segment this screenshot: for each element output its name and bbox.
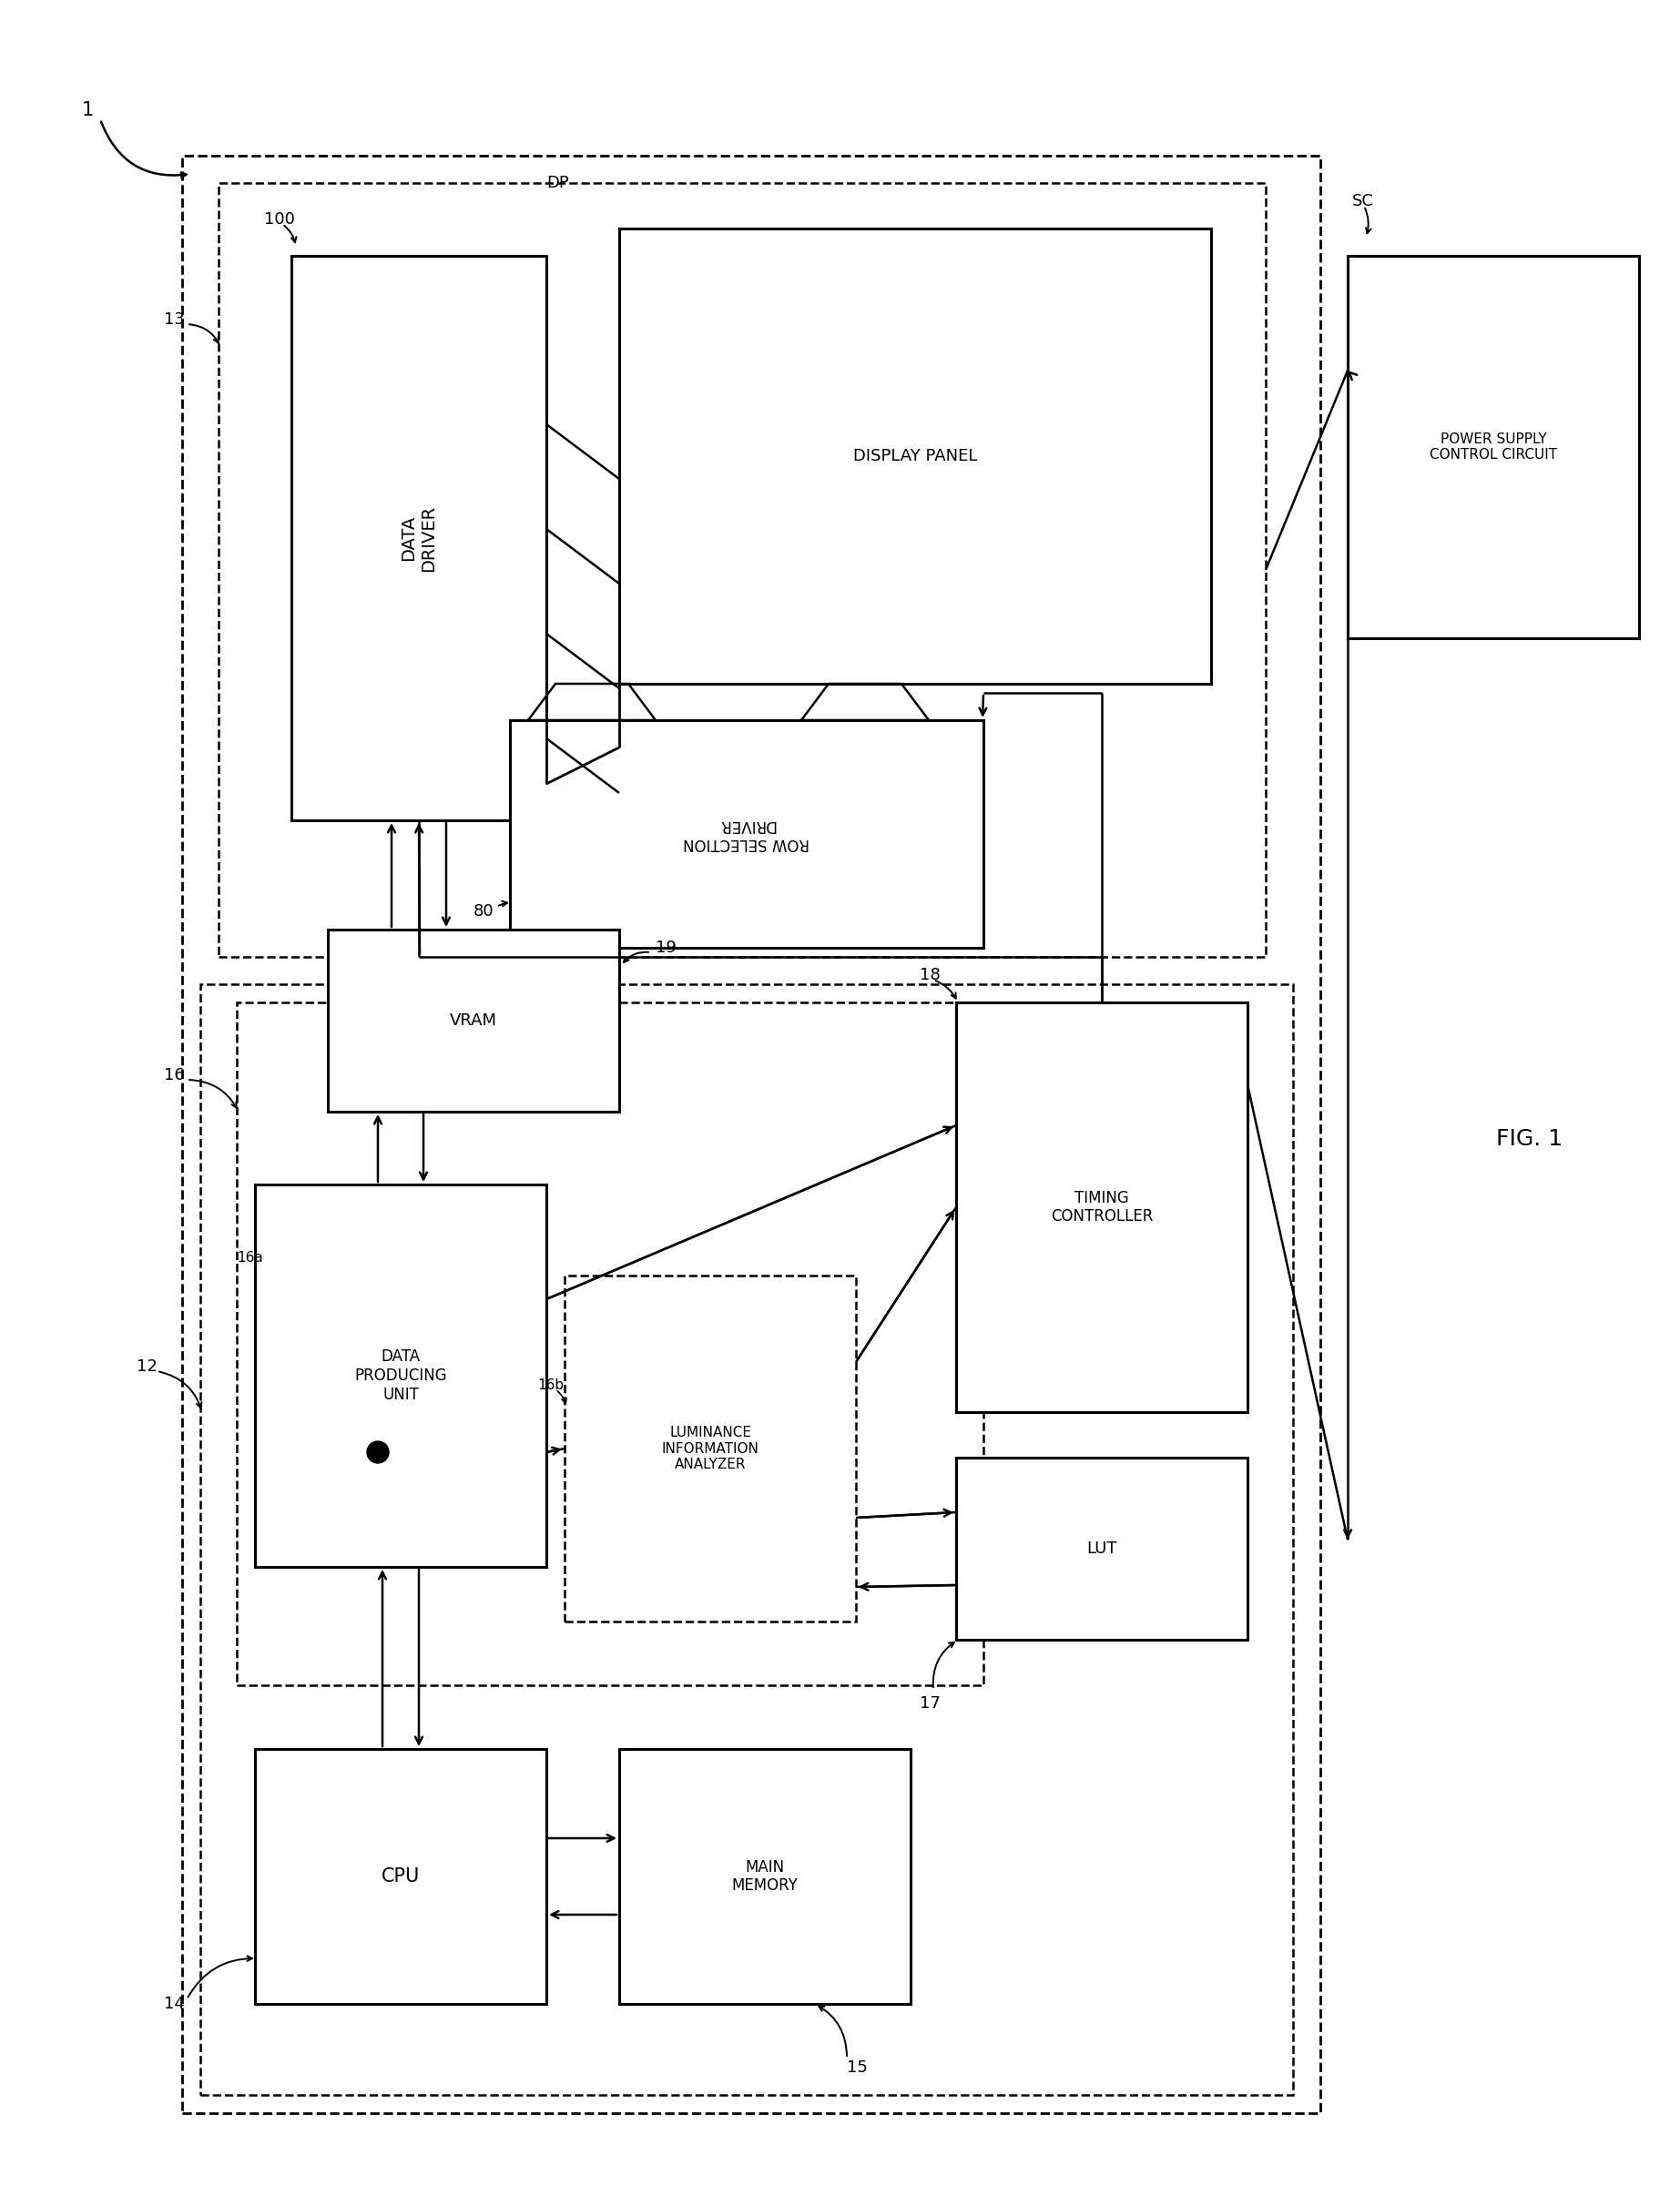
Text: 12: 12 xyxy=(136,1358,158,1375)
Text: 18: 18 xyxy=(919,966,941,984)
Text: LUT: LUT xyxy=(1087,1541,1117,1556)
Text: 15: 15 xyxy=(847,2059,867,2077)
Text: 13: 13 xyxy=(165,310,185,328)
Bar xyxy=(218,184,1265,957)
Bar xyxy=(956,1003,1248,1412)
Text: ROW SELECTION
DRIVER: ROW SELECTION DRIVER xyxy=(684,815,810,853)
Text: 14: 14 xyxy=(165,1996,185,2011)
Bar xyxy=(328,929,620,1113)
Bar xyxy=(564,1277,855,1622)
Text: 19: 19 xyxy=(655,940,677,955)
Text: TIMING
CONTROLLER: TIMING CONTROLLER xyxy=(1050,1189,1152,1224)
Text: 16b: 16b xyxy=(538,1377,564,1392)
Text: 16a: 16a xyxy=(237,1250,264,1264)
Text: VRAM: VRAM xyxy=(450,1012,497,1030)
Bar xyxy=(620,230,1211,684)
Bar xyxy=(237,1003,983,1685)
Text: DATA
PRODUCING
UNIT: DATA PRODUCING UNIT xyxy=(354,1349,447,1403)
Text: DATA
DRIVER: DATA DRIVER xyxy=(400,505,437,571)
Bar xyxy=(1347,256,1640,638)
Bar xyxy=(255,1749,546,2005)
Text: 80: 80 xyxy=(474,903,494,920)
Bar xyxy=(291,256,546,820)
Bar xyxy=(181,155,1320,2114)
Text: 100: 100 xyxy=(264,212,296,227)
Text: DISPLAY PANEL: DISPLAY PANEL xyxy=(853,448,978,463)
Text: 1: 1 xyxy=(82,101,94,120)
Text: CPU: CPU xyxy=(381,1867,420,1887)
Text: LUMINANCE
INFORMATION
ANALYZER: LUMINANCE INFORMATION ANALYZER xyxy=(662,1425,759,1471)
Circle shape xyxy=(366,1441,388,1462)
Bar xyxy=(200,984,1294,2094)
Text: DP: DP xyxy=(546,175,570,190)
Text: SC: SC xyxy=(1352,192,1374,210)
Bar xyxy=(956,1458,1248,1640)
Text: MAIN
MEMORY: MAIN MEMORY xyxy=(732,1858,798,1893)
Bar xyxy=(620,1749,911,2005)
Bar xyxy=(511,719,983,949)
Text: 16: 16 xyxy=(165,1067,185,1084)
Bar xyxy=(255,1185,546,1567)
Text: 17: 17 xyxy=(919,1696,941,1712)
Text: POWER SUPPLY
CONTROL CIRCUIT: POWER SUPPLY CONTROL CIRCUIT xyxy=(1430,433,1557,461)
Text: FIG. 1: FIG. 1 xyxy=(1497,1128,1562,1150)
